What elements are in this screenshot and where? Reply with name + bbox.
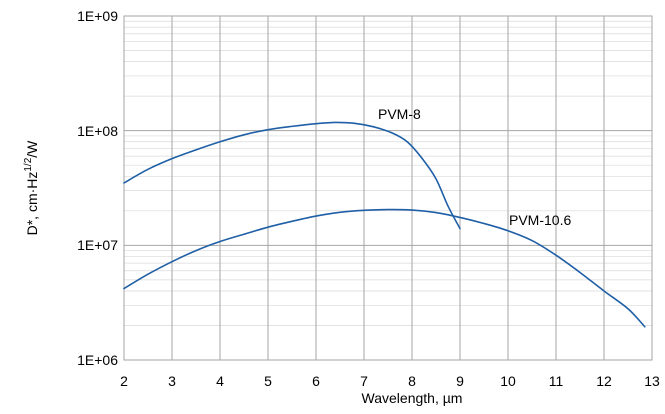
y-tick-label: 1E+07 [77, 237, 118, 253]
y-tick-labels: 1E+09 1E+08 1E+07 1E+06 [77, 8, 118, 368]
grid [123, 15, 653, 361]
x-axis-title: Wavelength, µm [362, 390, 463, 406]
y-tick-label: 1E+06 [77, 352, 118, 368]
x-tick-label: 5 [264, 373, 272, 389]
y-tick-label: 1E+09 [77, 8, 118, 24]
x-tick-label: 13 [644, 373, 660, 389]
y-axis-title-main: D*, cm·Hz [24, 172, 40, 236]
y-axis-title: D*, cm·Hz1/2/W [23, 140, 40, 236]
series-group [123, 121, 646, 328]
series-label-pvm-8: PVM-8 [378, 106, 421, 122]
x-tick-label: 2 [120, 373, 128, 389]
series-label-pvm-10-6: PVM-10.6 [509, 212, 571, 228]
y-tick-label: 1E+08 [77, 123, 118, 139]
series-line-pvm-10-6 [123, 208, 646, 328]
x-tick-label: 4 [216, 373, 224, 389]
x-tick-labels: 2 3 4 5 6 7 8 9 10 11 12 13 [120, 373, 660, 389]
plot-frame [123, 15, 653, 361]
x-tick-label: 6 [312, 373, 320, 389]
x-tick-label: 3 [168, 373, 176, 389]
x-tick-label: 11 [549, 373, 564, 389]
y-axis-title-superscript: 1/2 [23, 157, 34, 171]
x-tick-label: 10 [500, 373, 516, 389]
series-line-pvm-8 [123, 121, 461, 230]
x-tick-label: 7 [360, 373, 368, 389]
x-tick-label: 9 [456, 373, 464, 389]
y-axis-title-suffix: /W [24, 140, 40, 158]
x-tick-label: 12 [596, 373, 612, 389]
x-tick-label: 8 [408, 373, 416, 389]
